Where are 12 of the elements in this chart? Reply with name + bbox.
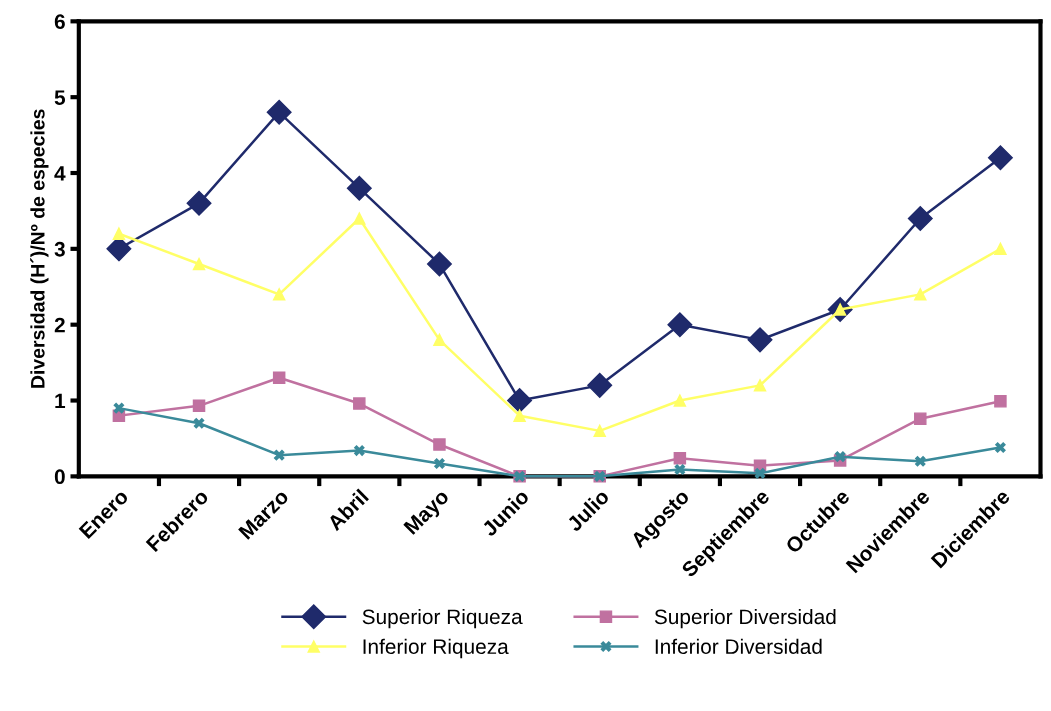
y-tick-label: 1	[55, 393, 66, 409]
y-tick-label: 6	[54, 14, 65, 30]
y-tick-label: 3	[54, 241, 65, 257]
legend-label: Superior Riqueza	[362, 608, 523, 629]
legend-label: Inferior Diversidad	[655, 638, 822, 655]
y-tick-label: 5	[54, 90, 66, 105]
y-tick-label: 0	[54, 469, 65, 485]
y-axis-title: Diversidad (H´)/Nº de especies	[30, 109, 49, 388]
y-tick-label: 4	[54, 166, 66, 181]
legend-label: Superior Diversidad	[654, 608, 836, 629]
legend-label: Inferior Riqueza	[363, 638, 509, 659]
y-tick-label: 2	[54, 317, 65, 333]
